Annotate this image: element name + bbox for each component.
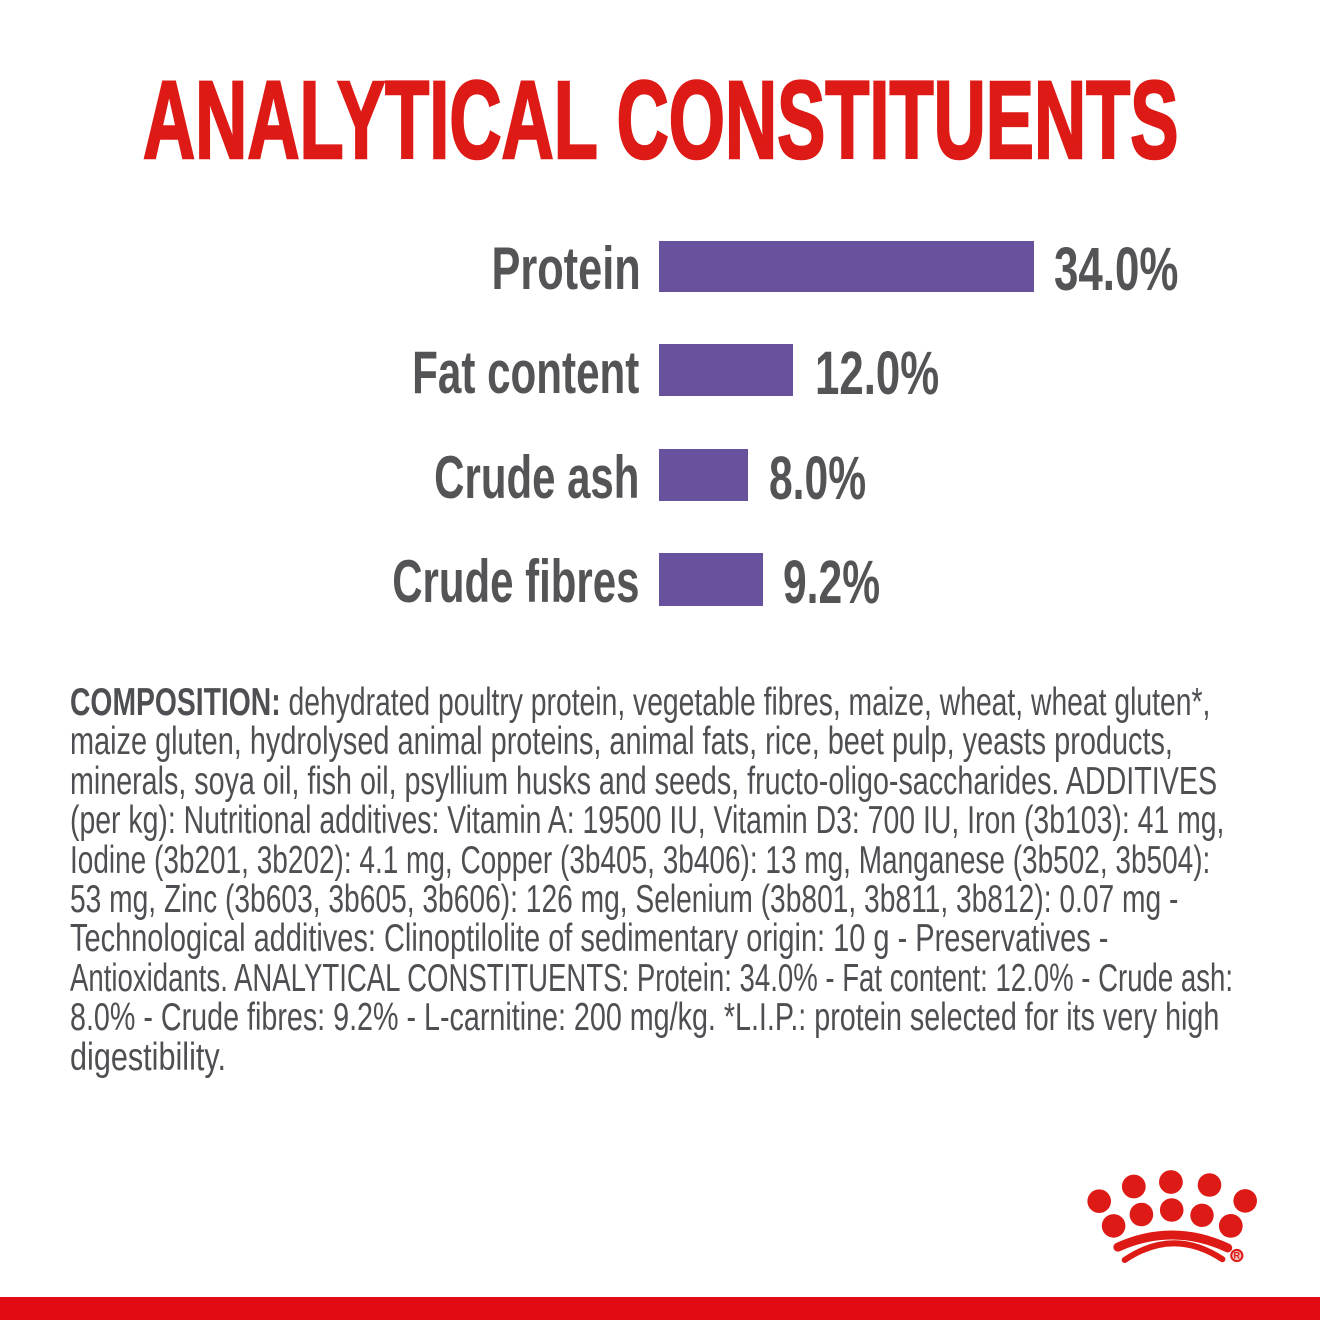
- svg-text:R: R: [1234, 1251, 1241, 1261]
